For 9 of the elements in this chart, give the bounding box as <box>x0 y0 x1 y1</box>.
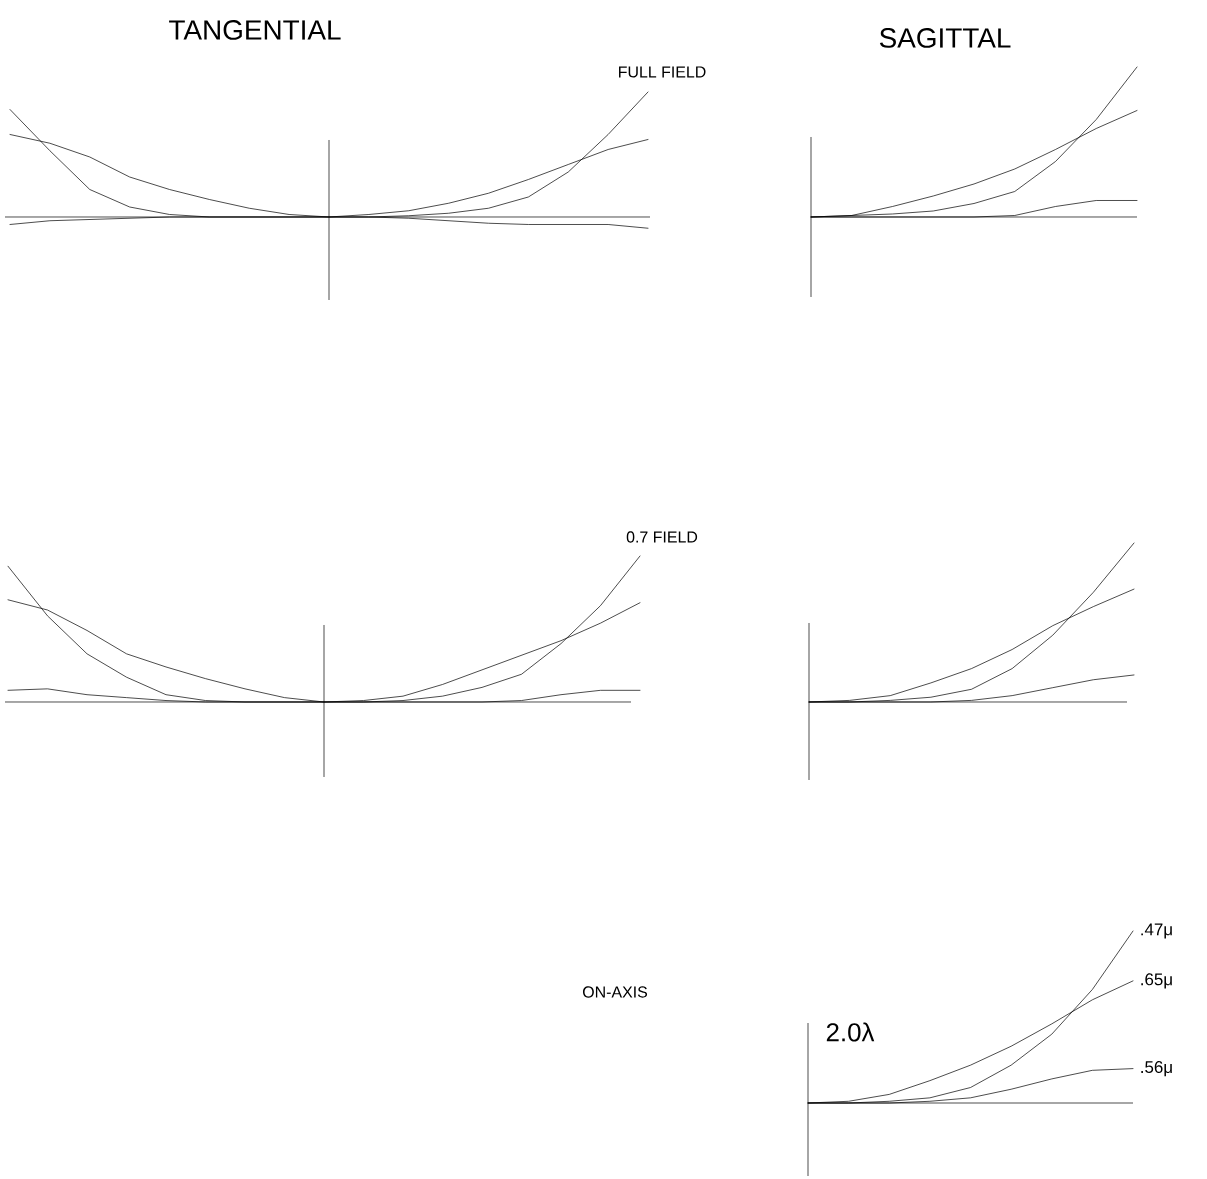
text: ON-AXIS <box>582 986 648 998</box>
chart-subtitle: FULL FIELD <box>619 66 706 78</box>
chart-title: SAGITTAL <box>879 28 1011 48</box>
chart-subtitle: 0.7 FIELD <box>626 531 698 543</box>
annotation: 2.0λ <box>826 1022 875 1042</box>
series-label: .65μ <box>1141 973 1172 989</box>
series-label: .47μ <box>1141 923 1172 939</box>
chart-title: TANGENTIAL <box>169 20 341 40</box>
series-label: .56μ <box>1141 1061 1172 1077</box>
